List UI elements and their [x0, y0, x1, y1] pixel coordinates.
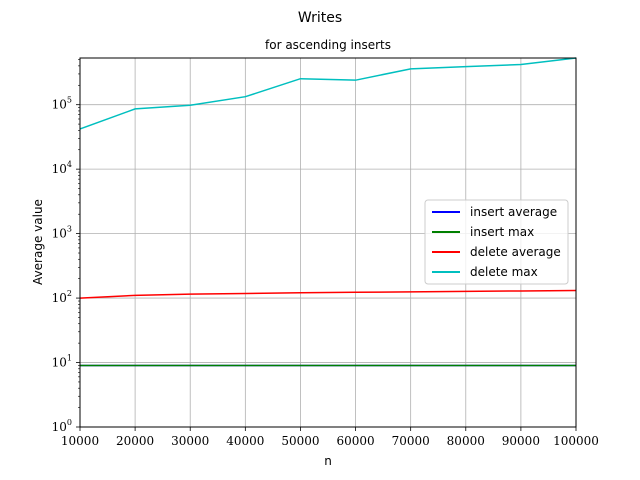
- y-tick-label: 101: [52, 354, 72, 370]
- x-tick-label: 80000: [447, 434, 485, 448]
- x-tick-label: 10000: [61, 434, 99, 448]
- y-tick-label: 103: [52, 225, 72, 241]
- series-lines: [79, 57, 577, 367]
- series-line-3: [79, 57, 577, 130]
- chart-subtitle: for ascending inserts: [265, 38, 391, 52]
- plot-frame: [79, 57, 577, 428]
- y-tick-label: 100: [52, 418, 72, 434]
- legend-label-1: insert max: [470, 225, 534, 239]
- x-axis-ticks: 10000 20000 30000 40000 50000 60000 70000 80000…: [61, 427, 599, 448]
- y-axis-label: Average value: [31, 199, 45, 285]
- legend-label-2: delete average: [470, 245, 561, 259]
- x-tick-label: 20000: [116, 434, 154, 448]
- x-tick-label: 70000: [392, 434, 430, 448]
- chart-title: Writes: [298, 10, 342, 26]
- y-tick-label: 104: [52, 160, 72, 176]
- legend-label-3: delete max: [470, 265, 538, 279]
- x-tick-label: 30000: [171, 434, 209, 448]
- series-line-2: [79, 289, 577, 299]
- legend-box: [424, 199, 569, 285]
- legend-label-0: insert average: [470, 205, 557, 219]
- x-tick-label: 100000: [553, 434, 599, 448]
- x-axis-label: n: [324, 454, 332, 468]
- legend: insert average insert max delete average de…: [424, 199, 569, 285]
- y-tick-label: 105: [52, 96, 72, 112]
- x-tick-label: 90000: [502, 434, 540, 448]
- y-axis-ticks: 100 101 102 103 104 105: [52, 59, 80, 434]
- y-tick-label: 102: [52, 289, 72, 305]
- x-tick-label: 40000: [226, 434, 264, 448]
- x-tick-label: 50000: [281, 434, 319, 448]
- x-tick-label: 60000: [336, 434, 374, 448]
